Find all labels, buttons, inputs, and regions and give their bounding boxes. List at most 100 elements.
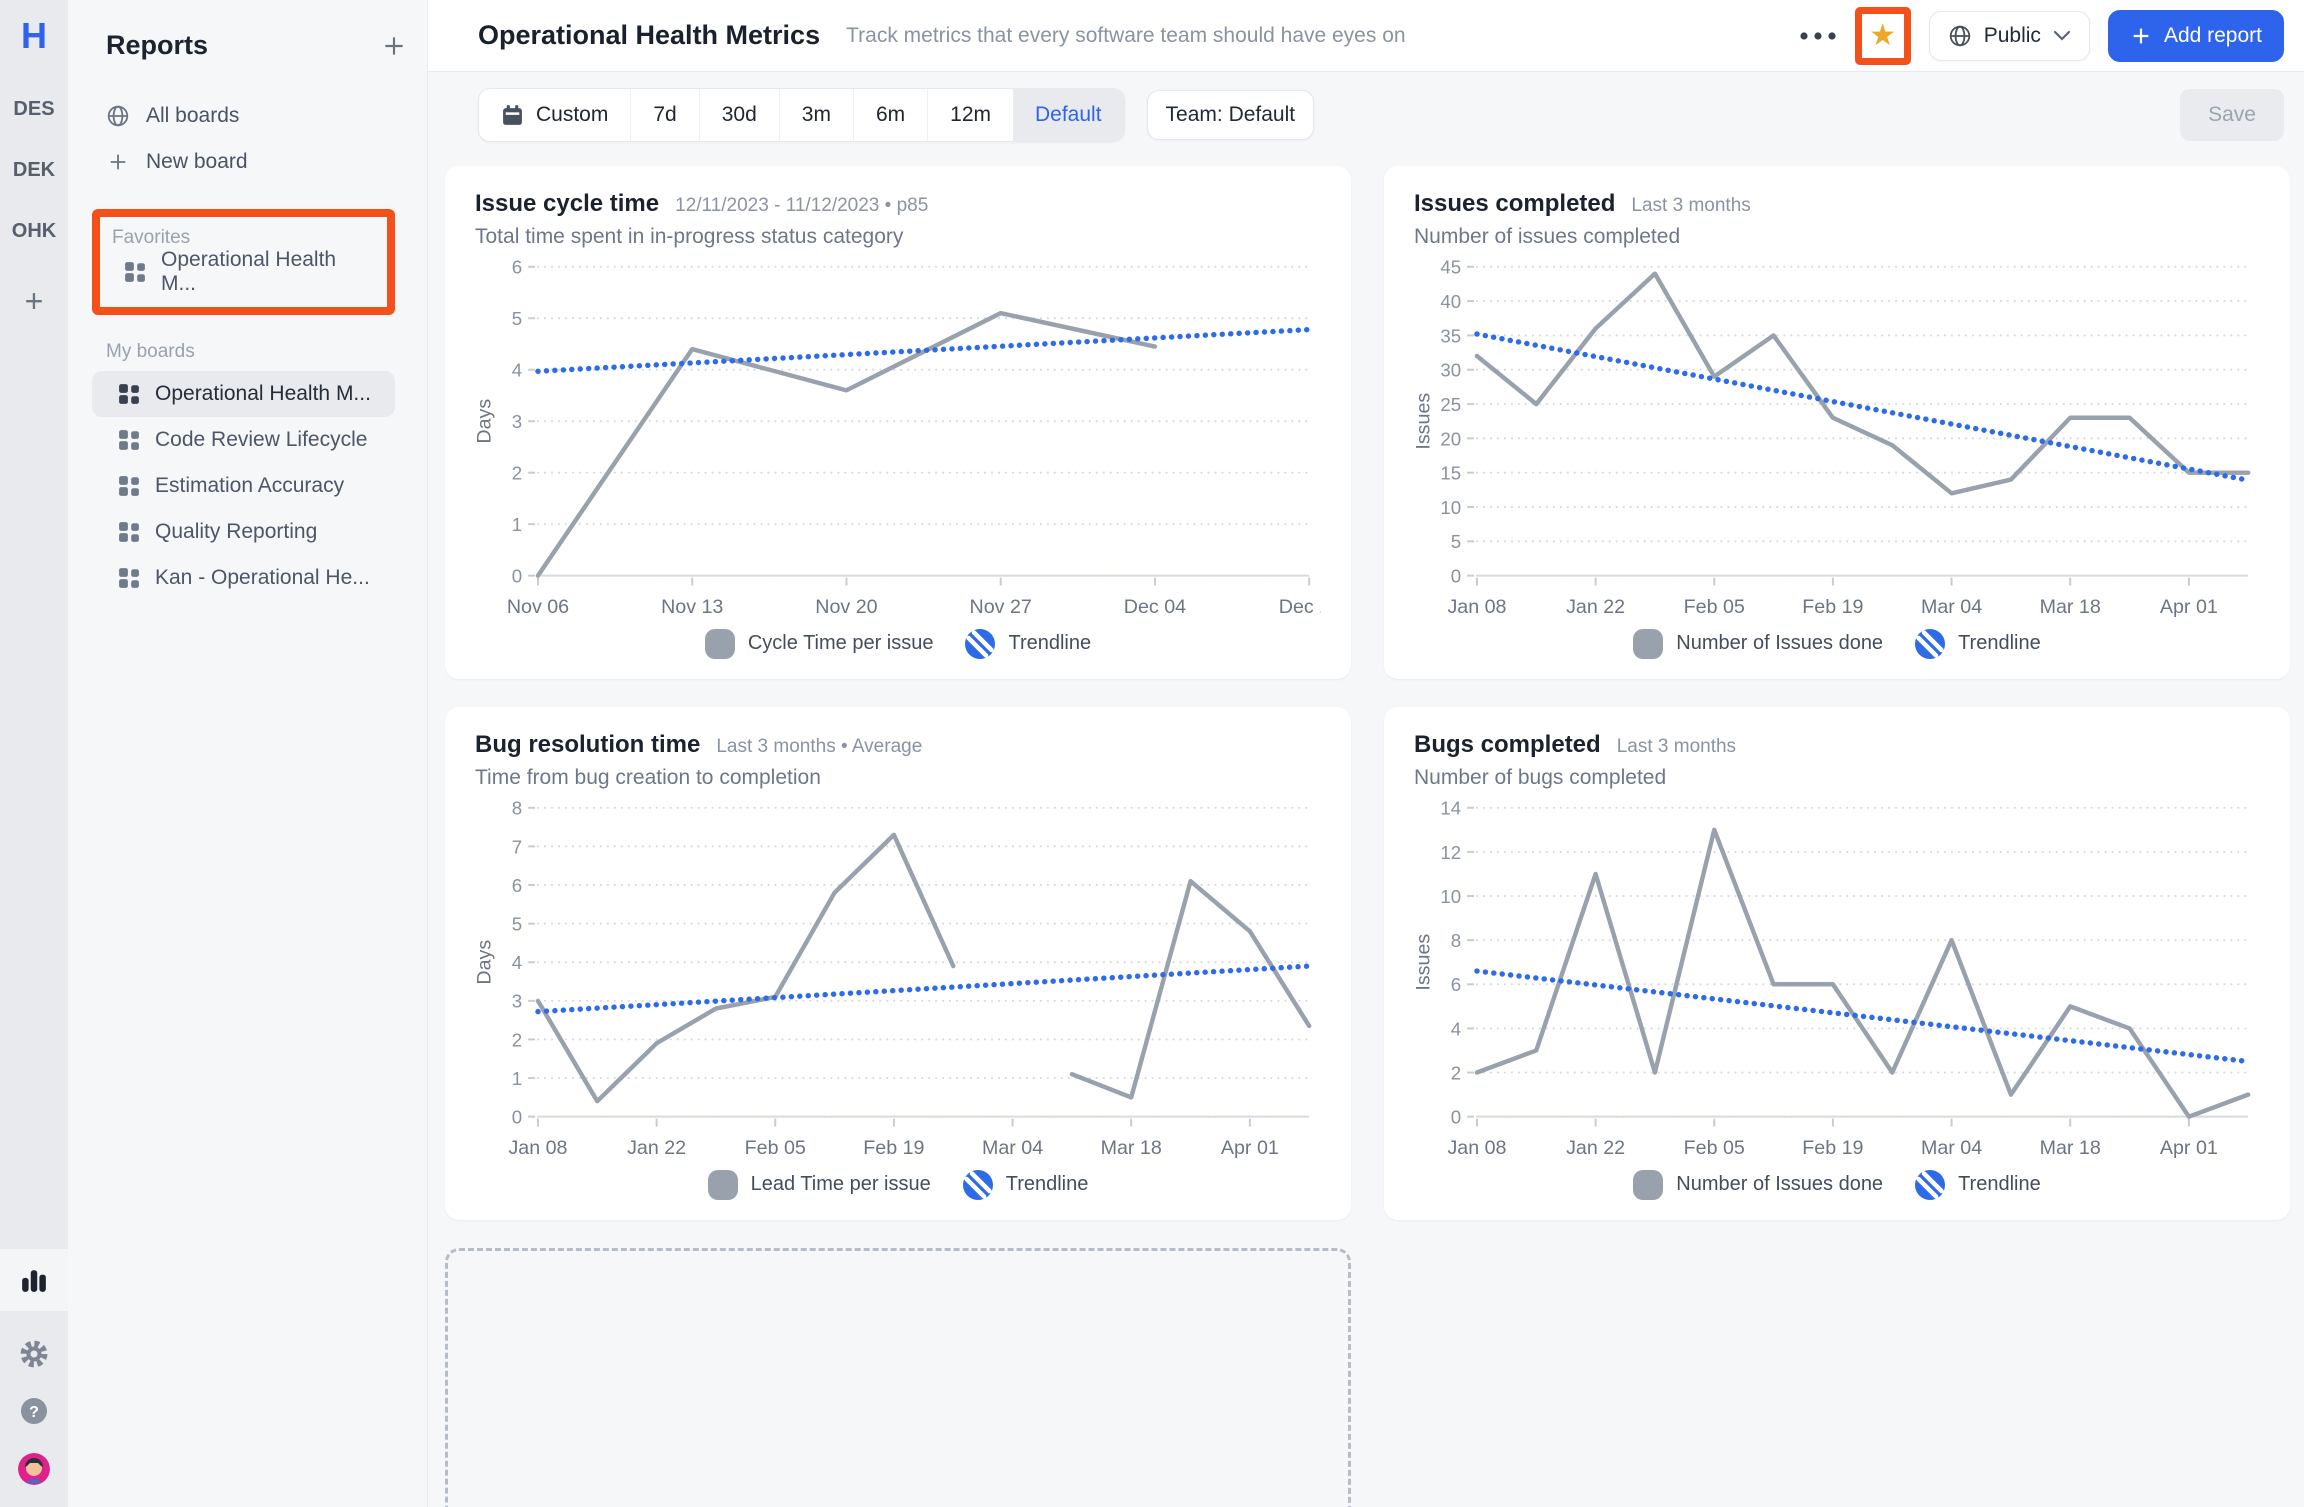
range-custom-button[interactable]: Custom: [479, 89, 630, 141]
add-workspace-button[interactable]: +: [24, 283, 44, 319]
svg-text:20: 20: [1440, 428, 1461, 449]
line-chart: 0 1 2 3 4 5 6 Nov 06 Nov 13 Nov 20 Nov 27 Dec 04 Dec…: [475, 257, 1321, 618]
board-grid-icon: [124, 261, 146, 283]
svg-text:6: 6: [1451, 974, 1461, 995]
globe-icon: [1949, 25, 1970, 46]
svg-text:5: 5: [512, 308, 522, 329]
more-options-button[interactable]: [1799, 31, 1837, 41]
svg-text:30: 30: [1440, 360, 1461, 381]
chart-meta: Last 3 months • Average: [716, 735, 923, 757]
my-boards-list: Operational Health M... Code Review Life…: [92, 371, 407, 601]
reports-nav-item[interactable]: [0, 1249, 68, 1311]
svg-text:6: 6: [512, 875, 522, 896]
range-default-button[interactable]: Default: [1013, 89, 1124, 141]
svg-text:10: 10: [1440, 886, 1461, 907]
svg-text:Jan 22: Jan 22: [627, 1137, 686, 1159]
workspace-des[interactable]: DES: [13, 98, 55, 120]
chart-legend: Cycle Time per issue Trendline: [475, 628, 1321, 659]
filters-toolbar: Custom 7d 30d 3m 6m 12m Default Team: Default…: [428, 88, 2304, 142]
svg-text:Apr 01: Apr 01: [1221, 1137, 1279, 1159]
svg-text:Mar 04: Mar 04: [982, 1137, 1043, 1159]
add-board-button[interactable]: [381, 33, 407, 59]
series-legend: Number of Issues done: [1633, 1169, 1883, 1200]
trendline-swatch-icon: [965, 628, 996, 659]
range-30d-button[interactable]: 30d: [698, 89, 779, 141]
svg-text:Issues: Issues: [1414, 933, 1435, 990]
settings-gear-icon[interactable]: [19, 1339, 49, 1369]
svg-text:Mar 04: Mar 04: [1921, 1137, 1982, 1159]
user-avatar[interactable]: [18, 1453, 50, 1485]
board-item[interactable]: Quality Reporting: [106, 509, 407, 555]
svg-text:Days: Days: [475, 399, 496, 444]
board-item[interactable]: Operational Health M...: [112, 248, 379, 295]
workspace-ohk[interactable]: OHK: [11, 220, 57, 242]
board-grid-icon: [118, 475, 140, 497]
board-item[interactable]: Estimation Accuracy: [106, 463, 407, 509]
svg-text:15: 15: [1440, 463, 1461, 484]
svg-text:35: 35: [1440, 325, 1461, 346]
report-card: Issue cycle time 12/11/2023 - 11/12/2023…: [445, 166, 1351, 679]
board-item[interactable]: Code Review Lifecycle: [106, 417, 407, 463]
svg-text:0: 0: [512, 566, 522, 587]
reports-grid: Issue cycle time 12/11/2023 - 11/12/2023…: [428, 166, 2304, 1507]
series-legend-label: Number of Issues done: [1676, 632, 1884, 655]
workspace-dek[interactable]: DEK: [12, 159, 56, 181]
board-item-label: Code Review Lifecycle: [155, 428, 368, 451]
help-icon[interactable]: ?: [20, 1397, 48, 1425]
svg-text:Dec 11: Dec 11: [1279, 596, 1321, 618]
my-boards-section: My boards Operational Health M... Code R…: [92, 341, 407, 601]
add-report-button[interactable]: Add report: [2107, 9, 2284, 62]
svg-text:Nov 13: Nov 13: [661, 596, 723, 618]
svg-text:Issues: Issues: [1414, 393, 1435, 450]
chart-subtitle: Number of bugs completed: [1414, 765, 1667, 789]
new-report-placeholder[interactable]: [445, 1247, 1351, 1507]
rail-bottom: ?: [0, 1249, 68, 1507]
svg-text:Apr 01: Apr 01: [2160, 596, 2218, 618]
chart-meta: 12/11/2023 - 11/12/2023 • p85: [675, 195, 929, 216]
series-swatch-icon: [1633, 1169, 1664, 1200]
chart-title: Issue cycle time: [475, 190, 660, 217]
line-chart: 0 1 2 3 4 5 6 7 8 Jan 08 Jan 22 Feb 05 Feb 19 Mar 04 M…: [475, 797, 1312, 1159]
page-header: Operational Health Metrics Track metrics…: [428, 0, 2304, 72]
svg-text:Feb 19: Feb 19: [863, 1137, 924, 1159]
page-title: Operational Health Metrics: [478, 20, 821, 50]
board-item[interactable]: Kan - Operational He...: [106, 555, 407, 601]
svg-text:Feb 05: Feb 05: [1684, 596, 1745, 618]
range-6m-button[interactable]: 6m: [852, 89, 927, 141]
line-chart: 0 2 4 6 8 10 12 14 Jan 08 Jan 22 Feb 05 Feb 19 Mar 0…: [1414, 797, 2251, 1159]
svg-text:7: 7: [512, 836, 522, 857]
svg-text:2: 2: [512, 1029, 522, 1050]
range-3m-button[interactable]: 3m: [778, 89, 853, 141]
board-item-label: Quality Reporting: [155, 520, 318, 543]
svg-text:Nov 20: Nov 20: [815, 596, 877, 618]
chart-header: Bugs completed Last 3 months: [1414, 731, 2260, 759]
svg-text:3: 3: [512, 991, 522, 1012]
series-swatch-icon: [1633, 628, 1664, 659]
date-range-segmented-control: Custom 7d 30d 3m 6m 12m Default: [478, 88, 1125, 142]
range-12m-button[interactable]: 12m: [927, 89, 1013, 141]
board-item[interactable]: Operational Health M...: [92, 371, 395, 417]
svg-text:4: 4: [512, 952, 522, 973]
svg-text:10: 10: [1440, 497, 1461, 518]
save-button[interactable]: Save: [2180, 89, 2284, 141]
trendline-swatch-icon: [1915, 628, 1946, 659]
all-boards-item[interactable]: All boards: [106, 93, 407, 139]
sidebar-title: Reports: [106, 30, 209, 60]
range-7d-button[interactable]: 7d: [630, 89, 698, 141]
trendline-legend: Trendline: [1915, 1169, 2041, 1200]
visibility-label: Public: [1983, 23, 2041, 47]
svg-text:2: 2: [512, 463, 522, 484]
svg-text:Jan 22: Jan 22: [1566, 596, 1625, 618]
trendline-legend: Trendline: [1915, 628, 2041, 659]
visibility-dropdown[interactable]: Public: [1928, 10, 2090, 61]
svg-text:Days: Days: [475, 939, 496, 984]
svg-text:Dec 04: Dec 04: [1124, 596, 1186, 618]
trendline-legend-label: Trendline: [1958, 1173, 2041, 1196]
favorite-star-button[interactable]: ★: [1854, 6, 1911, 65]
svg-text:1: 1: [512, 514, 522, 535]
chart-legend: Lead Time per issue Trendline: [475, 1169, 1321, 1200]
new-board-item[interactable]: New board: [106, 139, 407, 185]
calendar-icon: [503, 104, 522, 125]
series-legend: Number of Issues done: [1633, 628, 1884, 659]
team-filter[interactable]: Team: Default: [1146, 90, 1315, 140]
